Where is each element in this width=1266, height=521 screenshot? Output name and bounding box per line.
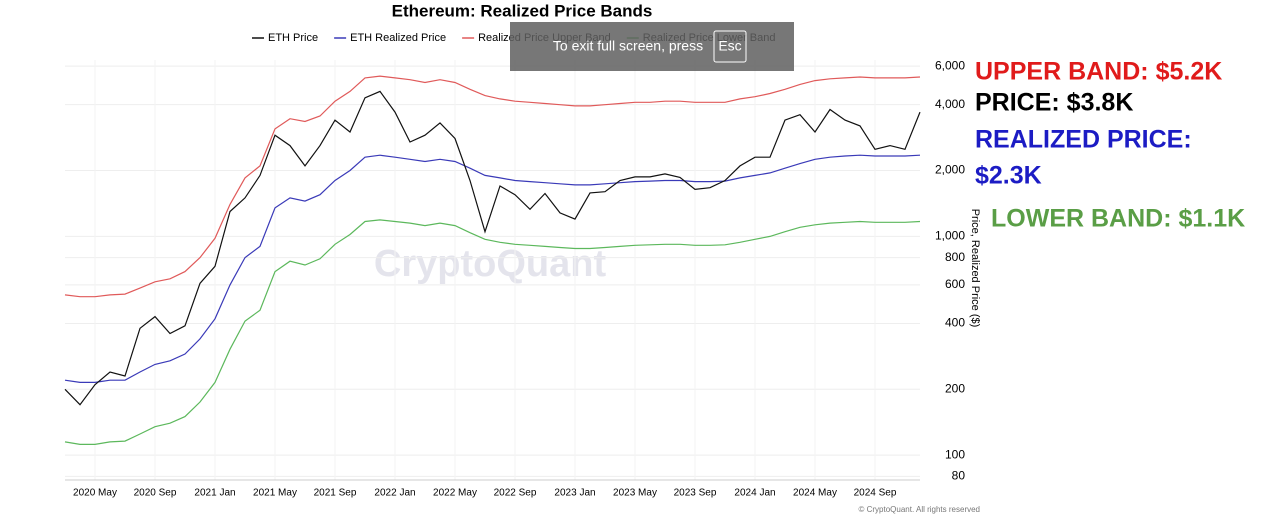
y-tick-label: 100 xyxy=(945,447,965,461)
annotation: REALIZED PRICE: xyxy=(975,126,1192,154)
y-tick-label: 4,000 xyxy=(935,97,965,111)
y-tick-label: 400 xyxy=(945,316,965,330)
x-tick-label: 2021 Sep xyxy=(314,488,357,499)
chart-title: Ethereum: Realized Price Bands xyxy=(392,1,653,20)
series-line xyxy=(64,75,921,298)
legend-label: ETH Price xyxy=(268,32,318,44)
y-axis-label: Price, Realized Price ($) xyxy=(969,209,981,328)
y-tick-label: 6,000 xyxy=(935,58,965,72)
annotation: $2.3K xyxy=(975,162,1042,190)
y-tick-label: 80 xyxy=(952,469,966,483)
x-tick-label: 2021 Jan xyxy=(194,488,235,499)
x-tick-label: 2021 May xyxy=(253,488,297,499)
annotation: PRICE: $3.8K xyxy=(975,89,1133,117)
series-line xyxy=(64,154,921,383)
y-tick-label: 2,000 xyxy=(935,163,965,177)
x-tick-label: 2022 Sep xyxy=(494,488,537,499)
y-tick-label: 600 xyxy=(945,277,965,291)
x-tick-label: 2023 Sep xyxy=(674,488,717,499)
overlay-key: Esc xyxy=(718,38,741,54)
series-line xyxy=(64,219,921,445)
x-tick-label: 2022 Jan xyxy=(374,488,415,499)
x-tick-label: 2020 May xyxy=(73,488,117,499)
watermark: CryptoQuant xyxy=(374,243,607,285)
x-tick-label: 2024 Jan xyxy=(734,488,775,499)
x-tick-label: 2022 May xyxy=(433,488,477,499)
legend-label: ETH Realized Price xyxy=(350,32,446,44)
y-tick-label: 1,000 xyxy=(935,229,965,243)
x-tick-label: 2023 Jan xyxy=(554,488,595,499)
y-tick-label: 200 xyxy=(945,381,965,395)
overlay-text: To exit full screen, press xyxy=(553,38,703,54)
overlay-box xyxy=(510,22,794,71)
y-tick-label: 800 xyxy=(945,250,965,264)
x-tick-label: 2024 May xyxy=(793,488,837,499)
credit: © CryptoQuant. All rights reserved xyxy=(859,505,981,514)
overlay-key-box xyxy=(713,30,747,63)
series-line xyxy=(64,90,921,406)
x-tick-label: 2024 Sep xyxy=(854,488,897,499)
annotation: LOWER BAND: $1.1K xyxy=(991,205,1245,233)
annotation: UPPER BAND: $5.2K xyxy=(975,58,1222,86)
x-tick-label: 2023 May xyxy=(613,488,657,499)
x-tick-label: 2020 Sep xyxy=(134,488,177,499)
